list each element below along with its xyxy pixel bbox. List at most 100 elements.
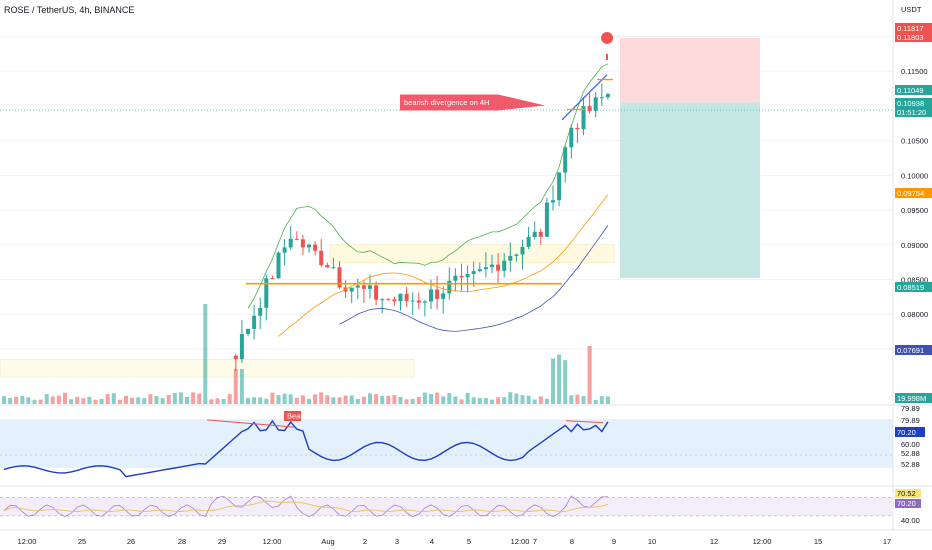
candle — [361, 285, 366, 289]
price-tick-label: 0.10500 — [901, 137, 928, 146]
volume-bar — [20, 395, 25, 404]
candle — [453, 275, 458, 281]
time-tick-label: 25 — [78, 537, 86, 546]
candles — [233, 83, 610, 372]
volume-bar — [105, 394, 110, 404]
time-tick-label: 3 — [395, 537, 399, 546]
volume-bar — [178, 392, 183, 404]
volume-bar — [361, 396, 366, 404]
volume-bar — [307, 398, 311, 404]
time-tick-label: 8 — [570, 537, 574, 546]
volume-bar — [313, 394, 318, 404]
candle — [386, 299, 391, 301]
volume-bar — [422, 392, 427, 404]
volume-bar — [416, 396, 421, 404]
candle — [258, 307, 263, 316]
volume-bar — [520, 395, 525, 404]
volume-bar — [355, 399, 360, 404]
volume-bar — [502, 397, 507, 404]
rsi-tick-label: 79.89 — [901, 416, 920, 425]
volume-bar — [508, 392, 513, 404]
price-tag-label: 0.10938 — [897, 99, 924, 108]
price-tick-label: 0.10000 — [901, 171, 928, 180]
candle — [538, 231, 543, 237]
candle — [392, 299, 397, 302]
volume-bar — [154, 396, 159, 404]
volume-bar — [398, 396, 403, 404]
time-tick-label: 12:00 — [511, 537, 530, 546]
volume-bar — [386, 395, 391, 404]
volume-bar — [185, 396, 189, 404]
risk-zone — [620, 38, 760, 103]
volume-bar — [56, 395, 61, 404]
candle — [581, 106, 586, 130]
alert-pin-icon — [601, 32, 614, 44]
candle — [300, 239, 305, 248]
volume-bar — [551, 358, 555, 404]
time-tick-label: 28 — [178, 537, 186, 546]
price-tag-label: 0.11803 — [897, 33, 924, 42]
volume-bar — [282, 393, 287, 404]
candle — [563, 147, 568, 173]
candle — [264, 278, 269, 308]
candle — [422, 301, 427, 303]
rsi-tick-label: 52.88 — [901, 460, 920, 469]
volume-bar — [191, 392, 196, 404]
axis-unit: USDT — [901, 5, 922, 14]
volume-bar — [368, 393, 372, 404]
candle — [276, 252, 281, 279]
time-tick-label: 17 — [883, 537, 891, 546]
stoch-tag-label: 70.20 — [897, 499, 916, 508]
time-tick-label: 5 — [467, 537, 471, 546]
volume-bar — [575, 394, 580, 404]
candle — [532, 231, 537, 238]
volume-bar — [26, 397, 31, 404]
rsi-divergence-line — [565, 420, 604, 424]
candle — [483, 267, 488, 270]
price-tag-label: 0.07691 — [897, 346, 924, 355]
candle — [294, 238, 299, 240]
lower-band — [339, 225, 609, 332]
volume-bar — [75, 396, 80, 404]
candle — [233, 355, 238, 360]
rsi-tick-label: 52.88 — [901, 449, 920, 458]
volume-bar — [410, 398, 415, 404]
volume-bar — [435, 392, 440, 404]
divergence-line — [561, 74, 608, 121]
price-tag — [895, 188, 932, 198]
volume-bar — [197, 393, 202, 404]
volume-bar — [258, 397, 263, 404]
volume-bar — [581, 396, 586, 404]
volume-bar — [32, 399, 37, 404]
candle — [239, 333, 244, 360]
price-tag — [895, 32, 932, 42]
candle — [605, 94, 610, 98]
volume-bar — [544, 398, 549, 404]
volume-bar — [587, 346, 592, 404]
volume-bar — [69, 399, 74, 404]
volume-bar — [483, 398, 488, 404]
candle — [526, 237, 531, 247]
time-tick-label: 26 — [127, 537, 135, 546]
candle — [569, 127, 574, 148]
volume-bar — [337, 397, 342, 404]
candle — [331, 267, 336, 269]
time-tick-label: 15 — [814, 537, 822, 546]
volume-bar — [2, 396, 6, 404]
time-tick-label: 12:00 — [753, 537, 772, 546]
candle — [544, 202, 549, 237]
price-tick-label: 0.08000 — [901, 310, 928, 319]
candle — [496, 264, 501, 271]
stoch-signal-line — [3, 500, 609, 512]
candle — [288, 238, 293, 248]
time-tick-label: 2 — [363, 537, 367, 546]
price-tag-label: 0.09754 — [897, 189, 924, 198]
volume-bar — [526, 395, 531, 404]
volume-bar — [294, 397, 299, 404]
volume-bar — [471, 397, 476, 404]
stoch-line — [3, 495, 608, 518]
volume-bar — [8, 397, 13, 404]
stoch-tag — [895, 489, 921, 498]
annotation-callout — [400, 94, 545, 111]
